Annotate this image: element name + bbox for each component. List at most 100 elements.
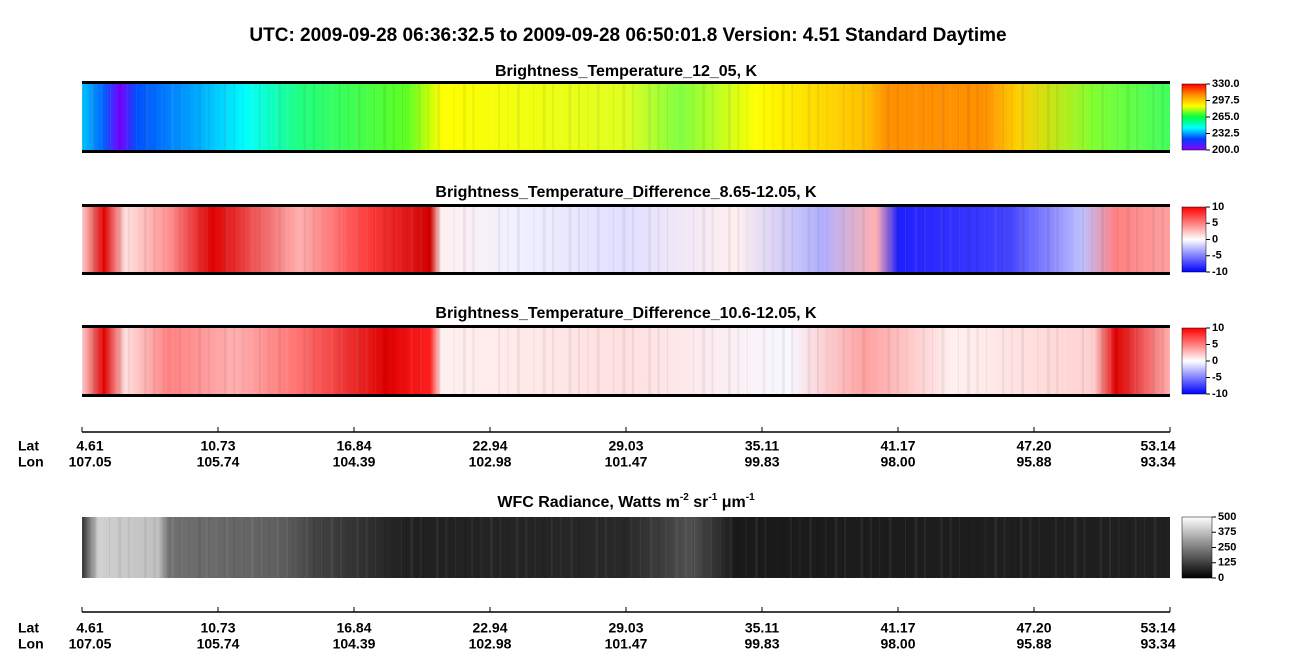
texture xyxy=(153,84,156,150)
lon-label: 93.34 xyxy=(1140,636,1175,652)
texture xyxy=(896,207,899,272)
texture xyxy=(285,84,288,150)
texture xyxy=(1091,84,1093,150)
border xyxy=(82,394,1170,397)
lat-label: 16.84 xyxy=(336,620,371,636)
texture xyxy=(215,328,217,394)
texture xyxy=(356,517,360,578)
texture xyxy=(1055,517,1058,578)
texture xyxy=(684,328,687,394)
texture xyxy=(1021,207,1025,272)
texture xyxy=(808,517,812,578)
texture xyxy=(330,328,334,394)
texture xyxy=(348,207,350,272)
texture xyxy=(322,517,324,578)
texture xyxy=(206,84,209,150)
texture xyxy=(392,517,395,578)
texture xyxy=(1100,207,1104,272)
texture xyxy=(587,517,589,578)
lon-label: 98.00 xyxy=(880,636,915,652)
texture xyxy=(471,84,474,150)
texture xyxy=(729,328,733,394)
texture xyxy=(577,84,580,150)
texture xyxy=(285,517,288,578)
superscript: -2 xyxy=(680,492,689,503)
lon-label: 102.98 xyxy=(469,636,512,652)
texture xyxy=(161,328,163,394)
texture xyxy=(285,207,288,272)
colorbar-tick-label: 10 xyxy=(1212,322,1224,334)
texture xyxy=(83,207,85,272)
texture xyxy=(1002,328,1005,394)
texture xyxy=(480,517,482,578)
texture xyxy=(896,84,899,150)
texture xyxy=(746,517,748,578)
texture xyxy=(737,207,740,272)
texture xyxy=(1126,517,1130,578)
texture xyxy=(233,328,236,394)
texture xyxy=(322,84,324,150)
texture xyxy=(198,207,202,272)
texture xyxy=(630,84,633,150)
texture xyxy=(940,84,944,150)
texture xyxy=(303,328,307,394)
texture xyxy=(118,84,122,150)
texture xyxy=(719,207,721,272)
texture xyxy=(1019,207,1023,272)
texture xyxy=(233,207,236,272)
texture xyxy=(790,207,793,272)
texture xyxy=(171,517,175,578)
texture xyxy=(860,84,864,150)
texture xyxy=(648,517,652,578)
texture xyxy=(110,84,112,150)
colorbar-tick-label: 297.5 xyxy=(1212,94,1240,106)
texture xyxy=(957,207,959,272)
texture xyxy=(215,517,217,578)
texture xyxy=(1161,207,1164,272)
texture xyxy=(648,84,652,150)
texture xyxy=(419,207,422,272)
texture xyxy=(1153,207,1157,272)
colorbar-tick-label: -10 xyxy=(1212,388,1228,400)
lat-label: 22.94 xyxy=(472,438,507,454)
texture xyxy=(135,328,137,394)
texture xyxy=(923,517,926,578)
texture xyxy=(630,328,633,394)
texture xyxy=(844,207,847,272)
texture xyxy=(984,517,986,578)
texture xyxy=(941,84,945,150)
texture xyxy=(224,207,228,272)
texture xyxy=(860,517,864,578)
texture xyxy=(922,207,925,272)
texture xyxy=(622,517,626,578)
texture xyxy=(684,207,687,272)
texture xyxy=(108,517,110,578)
lon-label: 99.83 xyxy=(744,636,779,652)
texture xyxy=(383,517,387,578)
texture xyxy=(437,84,441,150)
texture xyxy=(1091,207,1093,272)
texture xyxy=(552,84,555,150)
texture xyxy=(322,328,324,394)
texture xyxy=(825,328,827,394)
texture xyxy=(276,207,280,272)
texture xyxy=(727,328,731,394)
texture xyxy=(498,328,501,394)
texture xyxy=(453,207,455,272)
texture xyxy=(162,517,164,578)
texture xyxy=(507,517,509,578)
lon-label: 107.05 xyxy=(69,636,112,652)
texture xyxy=(188,207,190,272)
texture xyxy=(569,328,573,394)
texture xyxy=(560,517,562,578)
texture xyxy=(640,328,642,394)
texture xyxy=(614,207,616,272)
texture xyxy=(1152,517,1156,578)
texture xyxy=(92,207,96,272)
texture xyxy=(613,207,615,272)
texture xyxy=(887,328,891,394)
texture xyxy=(648,207,652,272)
texture xyxy=(454,328,456,394)
texture xyxy=(604,207,607,272)
texture xyxy=(550,517,553,578)
